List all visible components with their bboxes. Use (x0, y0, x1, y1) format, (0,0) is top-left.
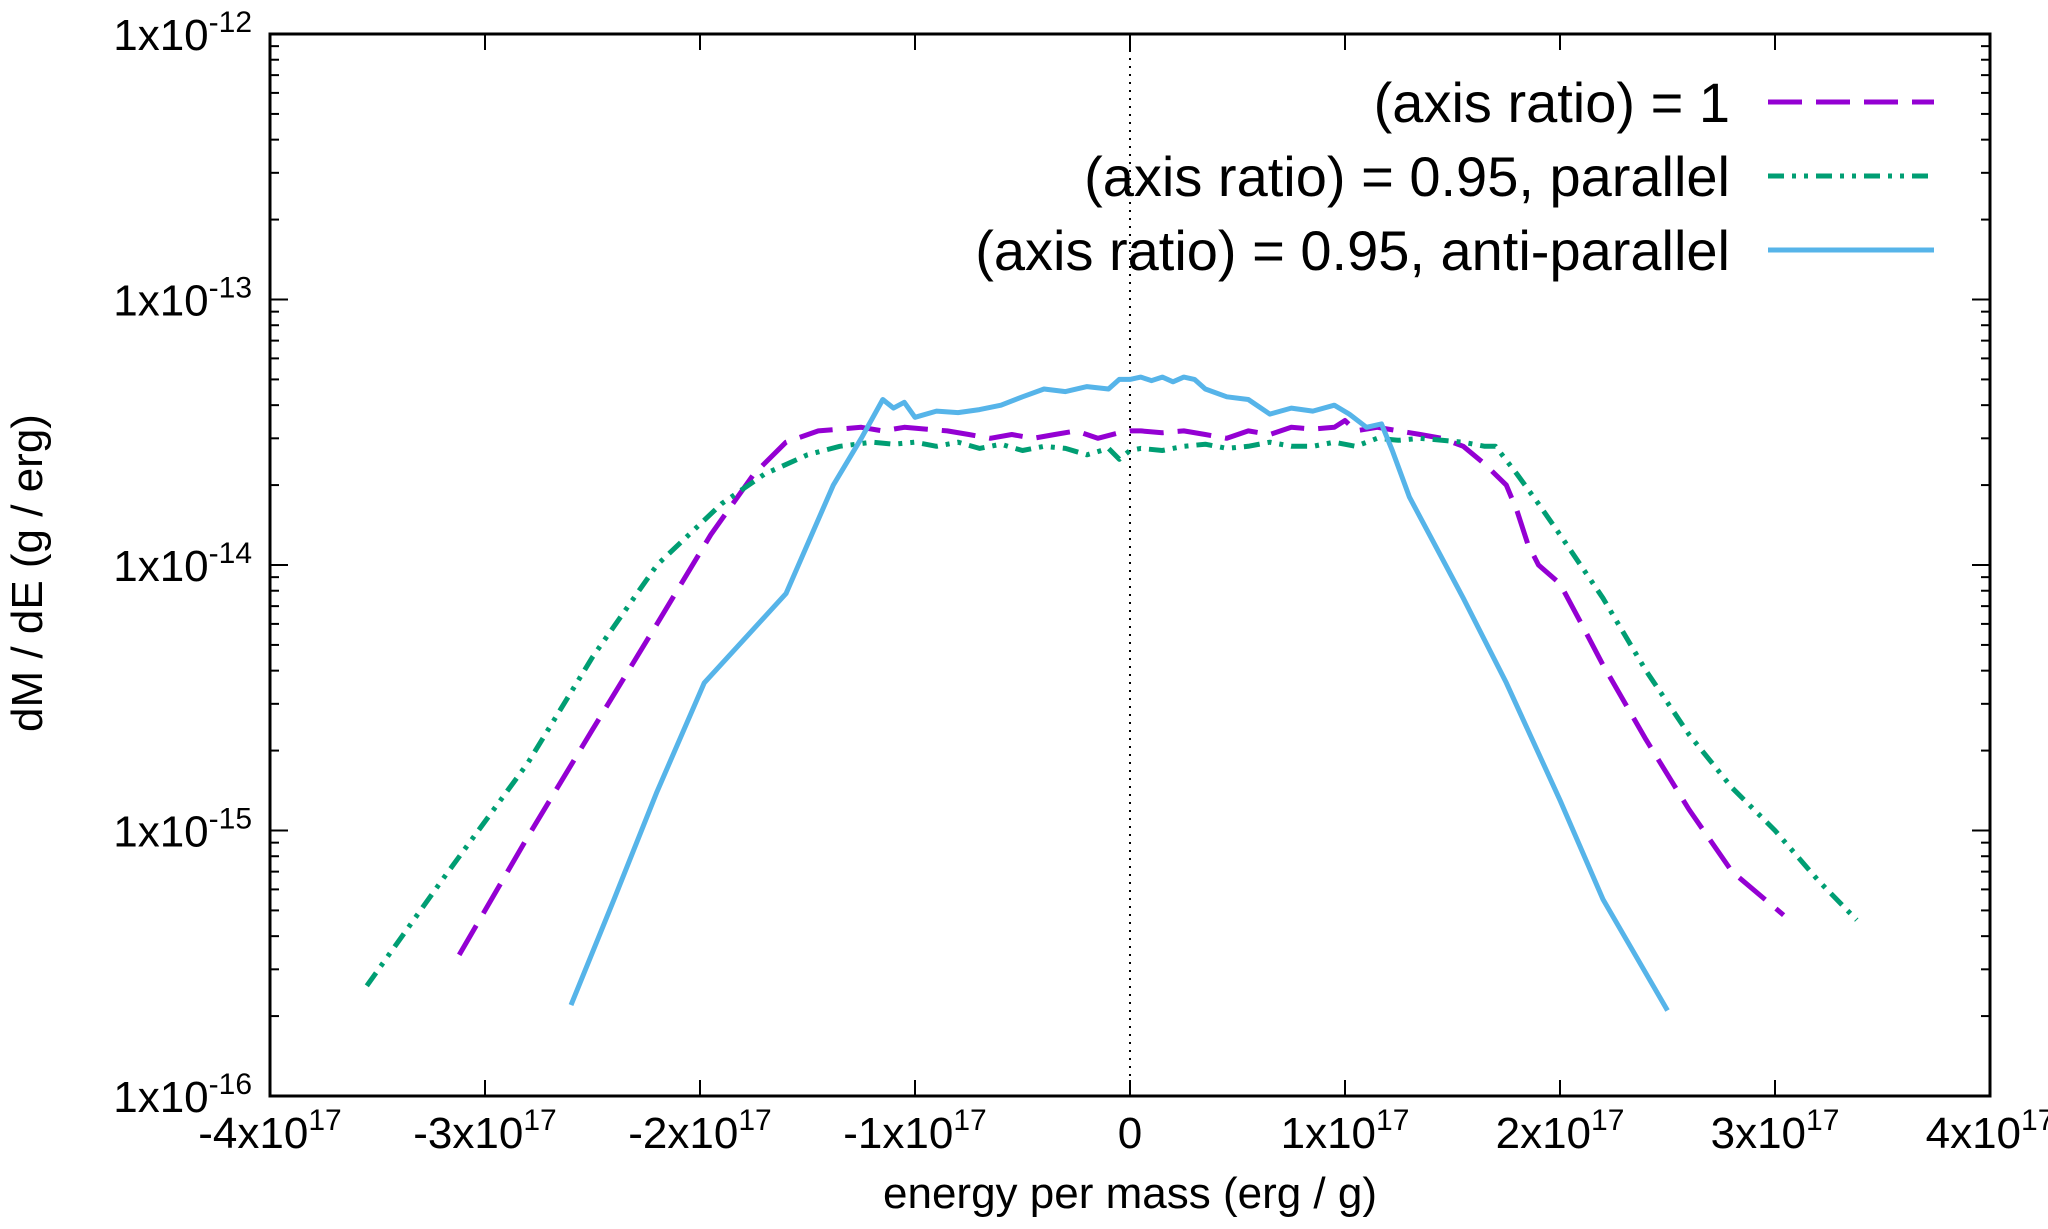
x-tick-label: -3x1017 (413, 1104, 556, 1158)
y-tick-label: 1x10-12 (113, 6, 252, 60)
legend-label-2: (axis ratio) = 0.95, parallel (1084, 145, 1730, 208)
axes-layer: -4x1017 -3x1017 -2x1017 -1x1017 0 1x1017 2x101… (113, 6, 2048, 1158)
y-tick-label: 1x10-16 (113, 1068, 252, 1122)
series-line-3 (568, 374, 1670, 1012)
y-tick-label: 1x10-15 (113, 803, 252, 857)
series-line-1 (457, 418, 1786, 957)
legend-label-3: (axis ratio) = 0.95, anti-parallel (975, 219, 1730, 282)
x-tick-label: -1x1017 (843, 1104, 986, 1158)
x-tick-label: -2x1017 (628, 1104, 771, 1158)
series-line-2 (364, 435, 1859, 988)
x-tick-label: -4x1017 (198, 1104, 341, 1158)
x-axis-title: energy per mass (erg / g) (883, 1169, 1377, 1218)
legend: (axis ratio) = 1 (axis ratio) = 0.95, par… (975, 71, 1934, 282)
x-tick-label: 3x1017 (1711, 1104, 1840, 1158)
plot-layer (364, 34, 1859, 1096)
x-tick-label: 4x1017 (1926, 1104, 2048, 1158)
x-tick-label: 1x1017 (1281, 1104, 1410, 1158)
legend-label-1: (axis ratio) = 1 (1374, 71, 1730, 134)
x-tick-label: 0 (1118, 1109, 1142, 1158)
y-tick-label: 1x10-14 (113, 537, 252, 591)
y-tick-label: 1x10-13 (113, 272, 252, 326)
x-tick-label: 2x1017 (1496, 1104, 1625, 1158)
y-axis-title: dM / dE (g / erg) (3, 414, 52, 732)
